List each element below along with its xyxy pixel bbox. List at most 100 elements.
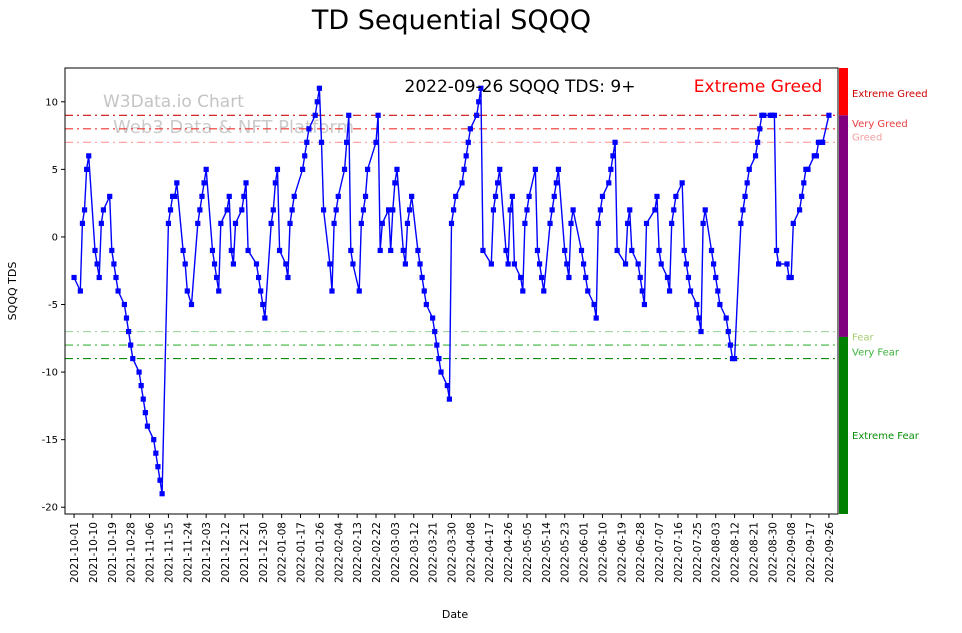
tds-marker: [671, 207, 677, 213]
tds-marker: [639, 288, 645, 294]
tds-marker: [409, 193, 415, 199]
y-tick-label: -20: [42, 503, 58, 514]
tds-marker: [625, 220, 631, 227]
tds-marker: [130, 355, 136, 362]
tds-marker: [708, 247, 715, 254]
x-tick-label: 2022-01-17: [296, 522, 308, 583]
tds-marker: [666, 288, 673, 294]
tds-marker: [555, 166, 562, 172]
tds-marker: [377, 247, 383, 254]
tds-marker: [98, 220, 104, 227]
tds-marker: [685, 274, 692, 281]
tds-marker: [289, 207, 295, 213]
tds-marker: [306, 126, 312, 132]
x-tick-label: 2022-09-08: [786, 522, 798, 583]
tds-marker: [570, 207, 576, 213]
tds-marker: [597, 207, 603, 213]
tds-marker: [270, 207, 276, 213]
tds-marker: [128, 342, 134, 348]
tds-marker: [157, 477, 163, 483]
tds-marker: [826, 112, 832, 118]
tds-marker: [446, 396, 453, 402]
tds-marker: [773, 247, 780, 254]
tds-marker: [476, 99, 482, 105]
zone-bar-extreme-greed: [839, 68, 848, 116]
tds-marker: [698, 328, 704, 335]
tds-marker: [174, 180, 180, 186]
y-tick-label: 10: [45, 97, 58, 108]
tds-marker: [799, 193, 805, 199]
x-tick-label: 2022-01-26: [314, 522, 326, 583]
tds-marker: [224, 207, 230, 213]
tds-marker: [744, 180, 750, 186]
tds-marker: [362, 193, 369, 199]
tds-marker: [568, 220, 574, 227]
x-tick-label: 2022-02-13: [352, 522, 364, 583]
tds-marker: [341, 166, 348, 172]
tds-marker: [423, 301, 429, 308]
y-tick-label: 0: [52, 232, 58, 243]
annotation-latest-tds: 2022-09-26 SQQQ TDS: 9+: [405, 77, 636, 97]
tds-marker: [81, 207, 88, 213]
tds-marker: [658, 261, 664, 267]
tds-marker: [713, 274, 719, 281]
tds-marker: [125, 328, 132, 335]
tds-marker: [71, 274, 77, 281]
tds-marker: [113, 274, 119, 281]
tds-marker: [165, 220, 172, 227]
tds-marker: [562, 247, 568, 254]
x-tick-label: 2022-03-21: [428, 522, 440, 583]
tds-marker: [199, 193, 205, 199]
tds-marker: [788, 274, 794, 281]
tds-marker: [159, 491, 165, 497]
tds-marker: [144, 423, 151, 429]
tds-marker: [182, 261, 188, 267]
tds-marker: [711, 261, 717, 267]
x-tick-label: 2021-10-19: [107, 522, 119, 583]
tds-marker: [509, 193, 515, 199]
tds-marker: [681, 247, 687, 254]
tds-marker: [335, 193, 341, 199]
tds-marker: [385, 207, 392, 213]
tds-marker: [612, 139, 618, 145]
tds-marker: [375, 112, 381, 118]
tds-marker: [566, 274, 572, 281]
y-tick-label: -10: [42, 368, 58, 379]
tds-marker: [390, 207, 396, 213]
tds-marker: [687, 288, 694, 294]
tds-marker: [419, 274, 425, 281]
x-tick-label: 2022-06-01: [579, 522, 591, 583]
tds-marker: [526, 193, 532, 199]
tds-marker: [216, 288, 222, 294]
x-tick-label: 2022-03-30: [447, 522, 459, 583]
tds-marker: [84, 166, 90, 172]
tds-marker: [752, 153, 759, 159]
tds-marker: [142, 410, 148, 416]
tds-marker: [406, 207, 413, 213]
tds-marker: [608, 166, 614, 172]
tds-marker: [444, 383, 450, 389]
zone-label-extreme-greed: Extreme Greed: [852, 89, 928, 100]
zone-label-fear: Fear: [852, 332, 874, 343]
x-tick-label: 2022-08-21: [748, 522, 760, 583]
tds-marker: [536, 261, 543, 267]
tds-marker: [742, 193, 748, 199]
tds-marker: [100, 207, 107, 213]
tds-marker: [738, 220, 744, 227]
tds-marker: [453, 193, 459, 199]
tds-marker: [539, 274, 545, 281]
x-tick-label: 2021-11-06: [145, 522, 157, 583]
tds-marker: [790, 220, 796, 227]
tds-marker: [300, 166, 306, 172]
tds-marker: [312, 112, 318, 118]
tds-marker: [700, 220, 706, 227]
zone-label-very-fear: Very Fear: [852, 347, 900, 358]
tds-marker: [801, 180, 807, 186]
tds-marker: [591, 301, 597, 308]
tds-marker: [776, 261, 782, 267]
tds-marker: [402, 261, 408, 267]
tds-marker: [333, 207, 339, 213]
tds-marker: [203, 166, 209, 172]
